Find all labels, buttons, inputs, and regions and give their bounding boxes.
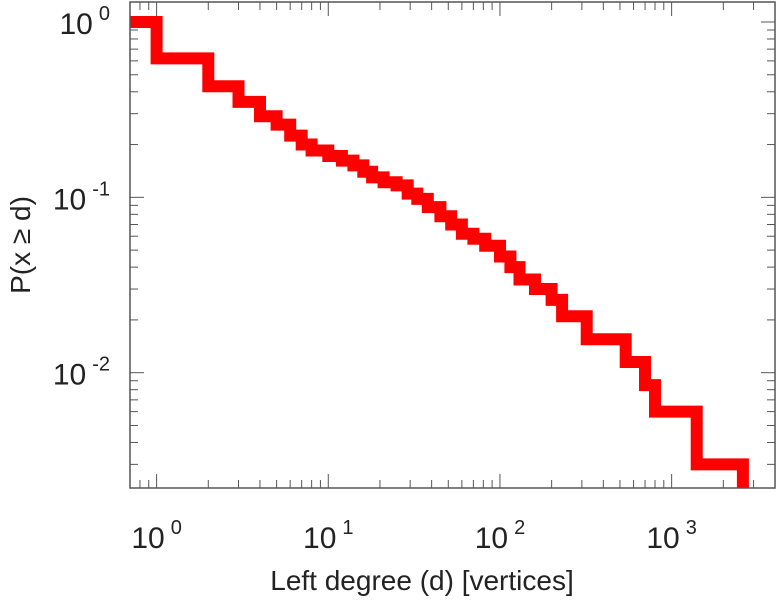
x-tick-label: 10 1	[303, 517, 354, 555]
x-tick-label: 10 3	[646, 517, 697, 555]
ccdf-step-line	[130, 16, 749, 488]
x-tick-label: 10 2	[475, 517, 526, 555]
tick-marks	[129, 2, 776, 488]
y-tick-label: 10 0	[60, 3, 111, 41]
x-tick-label: 10 0	[131, 517, 182, 555]
x-axis-label: Left degree (d) [vertices]	[270, 565, 573, 596]
y-tick-label: 10 -1	[53, 178, 110, 216]
tick-labels: 10 0 10 1 10 2 10 3 10 0 10 -1 10 -2	[53, 3, 697, 555]
y-axis-label: P(x ≥ d)	[5, 196, 36, 294]
series-layer	[130, 16, 749, 488]
y-tick-label: 10 -2	[53, 354, 110, 392]
plot-frame	[129, 1, 776, 489]
